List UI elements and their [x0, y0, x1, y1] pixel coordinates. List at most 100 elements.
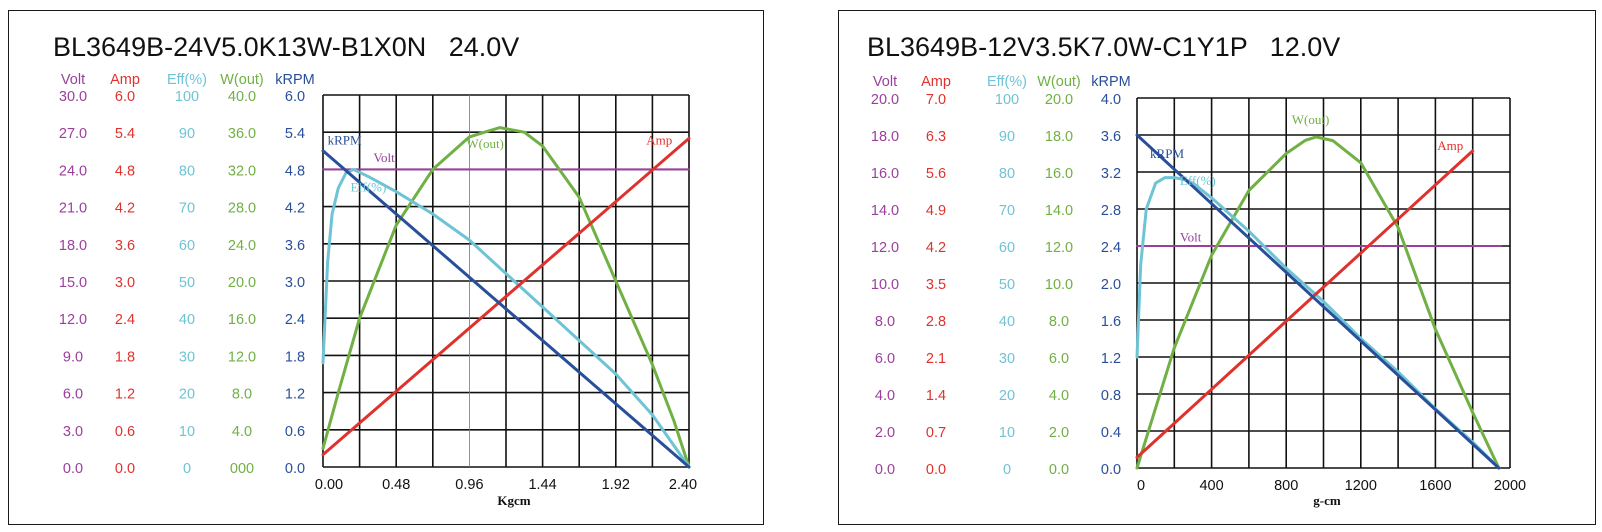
scale-tick-label: 27.0	[59, 126, 87, 142]
scale-tick-label: 4.0	[1049, 388, 1069, 404]
scale-tick-label: 16.0	[228, 312, 256, 328]
scale-tick-label: 0.0	[875, 462, 895, 478]
scale-tick-label: 20.0	[871, 92, 899, 108]
scale-header: Volt	[873, 74, 897, 90]
scale-tick-label: 14.0	[1045, 203, 1073, 219]
scale-tick-label: 10	[179, 424, 195, 440]
series-label: Eff(%)	[1180, 173, 1216, 188]
scale-tick-label: 4.0	[875, 388, 895, 404]
scale-tick-label: 40	[999, 314, 1015, 330]
scale-tick-label: 9.0	[63, 349, 83, 365]
x-tick-label: 2000	[1494, 478, 1526, 494]
scale-tick-label: 3.6	[115, 238, 135, 254]
series-label: W(out)	[1292, 112, 1330, 127]
series-line-krpm	[1135, 133, 1501, 470]
scale-tick-label: 8.0	[232, 387, 252, 403]
scale-tick-label: 20.0	[1045, 92, 1073, 108]
scale-header: kRPM	[1091, 74, 1130, 90]
scale-tick-label: 6.0	[285, 89, 305, 105]
scale-tick-label: 0.0	[1101, 462, 1121, 478]
scale-tick-label: 3.6	[1101, 129, 1121, 145]
scale-tick-label: 2.4	[115, 312, 135, 328]
scale-tick-label: 0.0	[926, 462, 946, 478]
scale-tick-label: 6.0	[1049, 351, 1069, 367]
scale-tick-label: 12.0	[228, 349, 256, 365]
scale-tick-label: 16.0	[871, 166, 899, 182]
scale-tick-label: 80	[179, 163, 195, 179]
scale-tick-label: 12.0	[59, 312, 87, 328]
scale-tick-label: 20	[999, 388, 1015, 404]
series-label: Amp	[1437, 138, 1463, 153]
scale-tick-label: 3.0	[285, 275, 305, 291]
scale-tick-label: 70	[999, 203, 1015, 219]
scale-tick-label: 0.4	[1101, 425, 1121, 441]
scale-tick-label: 50	[999, 277, 1015, 293]
scale-tick-label: 100	[995, 92, 1019, 108]
scale-tick-label: 24.0	[228, 238, 256, 254]
x-tick-label: 1600	[1419, 478, 1451, 494]
series-line-eff	[321, 167, 691, 469]
scale-tick-label: 3.5	[926, 277, 946, 293]
scale-tick-label: 4.0	[232, 424, 252, 440]
scale-header: Volt	[61, 72, 85, 88]
scale-tick-label: 0.0	[285, 461, 305, 477]
scale-tick-label: 18.0	[1045, 129, 1073, 145]
series-line-wout	[321, 126, 691, 469]
scale-tick-label: 5.4	[115, 126, 135, 142]
scale-tick-label: 2.8	[926, 314, 946, 330]
plot-grid	[322, 94, 690, 468]
scale-tick-label: 16.0	[1045, 166, 1073, 182]
x-tick-label: 1200	[1345, 478, 1377, 494]
scale-tick-label: 0.6	[285, 424, 305, 440]
scale-tick-label: 7.0	[926, 92, 946, 108]
scale-tick-label: 18.0	[871, 129, 899, 145]
scale-tick-label: 6.0	[875, 351, 895, 367]
scale-tick-label: 6.3	[926, 129, 946, 145]
scale-header: Amp	[110, 72, 140, 88]
scale-tick-label: 90	[999, 129, 1015, 145]
scale-tick-label: 70	[179, 201, 195, 217]
series-label: Volt	[1180, 229, 1202, 244]
scale-tick-label: 1.2	[285, 387, 305, 403]
scale-header: kRPM	[275, 72, 314, 88]
scale-tick-label: 000	[230, 461, 254, 477]
scale-tick-label: 1.2	[1101, 351, 1121, 367]
scale-tick-label: 21.0	[59, 201, 87, 217]
scale-tick-label: 2.8	[1101, 203, 1121, 219]
scale-tick-label: 0.0	[63, 461, 83, 477]
scale-tick-label: 4.2	[926, 240, 946, 256]
scale-tick-label: 2.4	[285, 312, 305, 328]
series-label: Volt	[373, 150, 395, 165]
scale-header: Eff(%)	[987, 74, 1027, 90]
scale-tick-label: 20	[179, 387, 195, 403]
scale-tick-label: 36.0	[228, 126, 256, 142]
scale-tick-label: 3.0	[63, 424, 83, 440]
scale-tick-label: 8.0	[1049, 314, 1069, 330]
series-label: Amp	[646, 133, 672, 148]
chart-title: BL3649B-12V3.5K7.0W-C1Y1P 12.0V	[867, 32, 1340, 62]
scale-tick-label: 15.0	[59, 275, 87, 291]
scale-tick-label: 2.0	[1101, 277, 1121, 293]
scale-tick-label: 4.2	[285, 201, 305, 217]
scale-tick-label: 28.0	[228, 201, 256, 217]
scale-tick-label: 0	[183, 461, 191, 477]
scale-tick-label: 0.7	[926, 425, 946, 441]
scale-tick-label: 2.1	[926, 351, 946, 367]
scale-tick-label: 8.0	[875, 314, 895, 330]
scale-tick-label: 14.0	[871, 203, 899, 219]
x-tick-label: 400	[1199, 478, 1223, 494]
scale-tick-label: 60	[999, 240, 1015, 256]
x-tick-label: 1.92	[602, 477, 630, 493]
chart-title: BL3649B-24V5.0K13W-B1X0N 24.0V	[53, 32, 519, 62]
scale-tick-label: 10.0	[1045, 277, 1073, 293]
scale-tick-label: 0.8	[1101, 388, 1121, 404]
scale-tick-label: 30.0	[59, 89, 87, 105]
series-label: kRPM	[328, 133, 362, 148]
scale-tick-label: 4.2	[115, 201, 135, 217]
scale-tick-label: 2.0	[1049, 425, 1069, 441]
scale-tick-label: 4.0	[1101, 92, 1121, 108]
series-line-wout	[1135, 135, 1501, 470]
scale-tick-label: 12.0	[1045, 240, 1073, 256]
scale-tick-label: 12.0	[871, 240, 899, 256]
scale-tick-label: 32.0	[228, 163, 256, 179]
